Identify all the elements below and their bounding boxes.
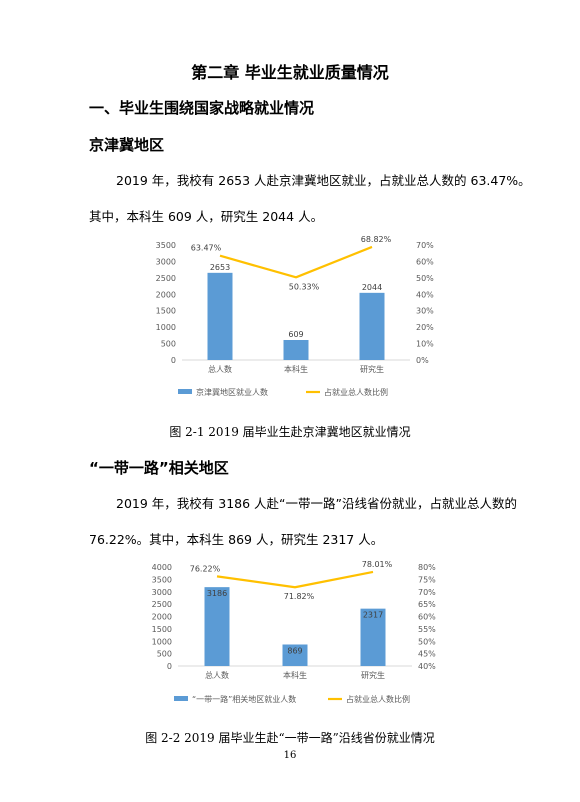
y-axis-tick-label: 3500 (152, 575, 172, 584)
chart-belt-road: 0 500 1000 1500 2000 2500 3000 3500 4000 40% 45% 50… (152, 560, 437, 704)
figure-caption-2-1: 图 2-1 2019 届毕业生赴京津冀地区就业情况 (169, 425, 411, 439)
y2-axis-tick-label: 50% (418, 637, 436, 646)
section-title: 一、毕业生围绕国家战略就业情况 (89, 99, 315, 117)
bar (204, 587, 230, 666)
line-data-label: 68.82% (361, 236, 392, 244)
y2-axis-tick-label: 70% (418, 588, 436, 597)
y-axis-tick-label: 500 (161, 340, 176, 349)
x-axis-category-label: 本科生 (283, 670, 307, 680)
y2-axis-tick-label: 0% (416, 356, 429, 365)
y-axis-tick-label: 1000 (152, 637, 172, 646)
bar (283, 339, 309, 360)
paragraph-belt-road-line2: 76.22%。其中，本科生 869 人，研究生 2317 人。 (89, 532, 384, 547)
legend-label-line: 占就业总人数比例 (324, 387, 388, 397)
y-axis-tick-label: 2000 (156, 290, 176, 299)
bar-data-label: 2653 (210, 263, 230, 272)
bar-data-label: 2317 (363, 611, 383, 620)
bar (282, 644, 308, 666)
subsection-title-jingjinji: 京津冀地区 (89, 136, 165, 154)
y2-axis-tick-label: 60% (416, 257, 434, 266)
y-axis-tick-label: 1500 (152, 625, 172, 634)
bar-data-label: 869 (287, 646, 302, 655)
paragraph-jingjinji-line1: 2019 年，我校有 2653 人赴京津冀地区就业，占就业总人数的 63.47%… (116, 173, 531, 188)
line-data-label: 71.82% (284, 592, 315, 601)
bar (359, 292, 385, 360)
bar-data-label: 609 (288, 330, 303, 339)
x-axis-category-label: 研究生 (360, 364, 384, 374)
legend-label-line: 占就业总人数比例 (346, 694, 410, 704)
chapter-title: 第二章 毕业生就业质量情况 (191, 63, 389, 82)
figure-caption-2-2: 图 2-2 2019 届毕业生赴“一带一路”沿线省份就业情况 (145, 731, 435, 745)
y2-axis-tick-label: 80% (418, 563, 436, 572)
y2-axis-tick-label: 50% (416, 274, 434, 283)
legend-label-bar: “一带一路”相关地区就业人数 (192, 694, 296, 704)
x-axis-category-label: 总人数 (205, 670, 229, 680)
line-data-label: 76.22% (190, 564, 221, 573)
y-axis-tick-label: 0 (167, 662, 172, 671)
bar-data-label: 3186 (207, 589, 227, 598)
bar (360, 608, 386, 666)
y2-axis-tick-label: 60% (418, 613, 436, 622)
y2-axis-tick-label: 75% (418, 575, 436, 584)
y2-axis-tick-label: 40% (418, 662, 436, 671)
line-series (219, 245, 373, 279)
y2-axis-tick-label: 20% (416, 323, 434, 332)
legend-swatch-bar (174, 696, 188, 701)
y2-axis-tick-label: 70% (416, 241, 434, 250)
x-axis-category-label: 本科生 (284, 364, 308, 374)
legend-swatch-bar (178, 389, 192, 394)
y-axis-tick-label: 3500 (156, 241, 176, 250)
y-axis-tick-label: 3000 (156, 257, 176, 266)
y-axis-tick-label: 3000 (152, 588, 172, 597)
y2-axis-tick-label: 45% (418, 650, 436, 659)
line-data-label: 78.01% (362, 560, 393, 569)
line-data-label: 50.33% (289, 282, 320, 291)
y2-axis-tick-label: 10% (416, 340, 434, 349)
page-number: 16 (283, 750, 297, 761)
line-data-label: 63.47% (191, 244, 222, 253)
y-axis-tick-label: 4000 (152, 563, 172, 572)
bar (207, 272, 233, 360)
y-axis-tick-label: 0 (171, 356, 176, 365)
line-series (216, 570, 374, 589)
y-axis-tick-label: 1500 (156, 307, 176, 316)
y2-axis-tick-label: 55% (418, 625, 436, 634)
y-axis-tick-label: 500 (157, 650, 172, 659)
y-axis-tick-label: 1000 (156, 323, 176, 332)
chart-jingjinji: 0 500 1000 1500 2000 2500 3000 3500 0% 10% 20% 30% 4… (156, 236, 435, 397)
bar-data-label: 2044 (362, 283, 382, 292)
y-axis-tick-label: 2500 (156, 274, 176, 283)
y2-axis-tick-label: 30% (416, 307, 434, 316)
y2-axis-tick-label: 65% (418, 600, 436, 609)
subsection-title-belt-road: “一带一路”相关地区 (89, 459, 229, 477)
y-axis-tick-label: 2000 (152, 613, 172, 622)
legend-label-bar: 京津冀地区就业人数 (196, 387, 268, 397)
y2-axis-tick-label: 40% (416, 290, 434, 299)
x-axis-category-label: 总人数 (208, 364, 232, 374)
x-axis-category-label: 研究生 (361, 670, 385, 680)
paragraph-jingjinji-line2: 其中，本科生 609 人，研究生 2044 人。 (89, 209, 324, 224)
y-axis-tick-label: 2500 (152, 600, 172, 609)
paragraph-belt-road-line1: 2019 年，我校有 3186 人赴“一带一路”沿线省份就业，占就业总人数的 (116, 496, 517, 511)
